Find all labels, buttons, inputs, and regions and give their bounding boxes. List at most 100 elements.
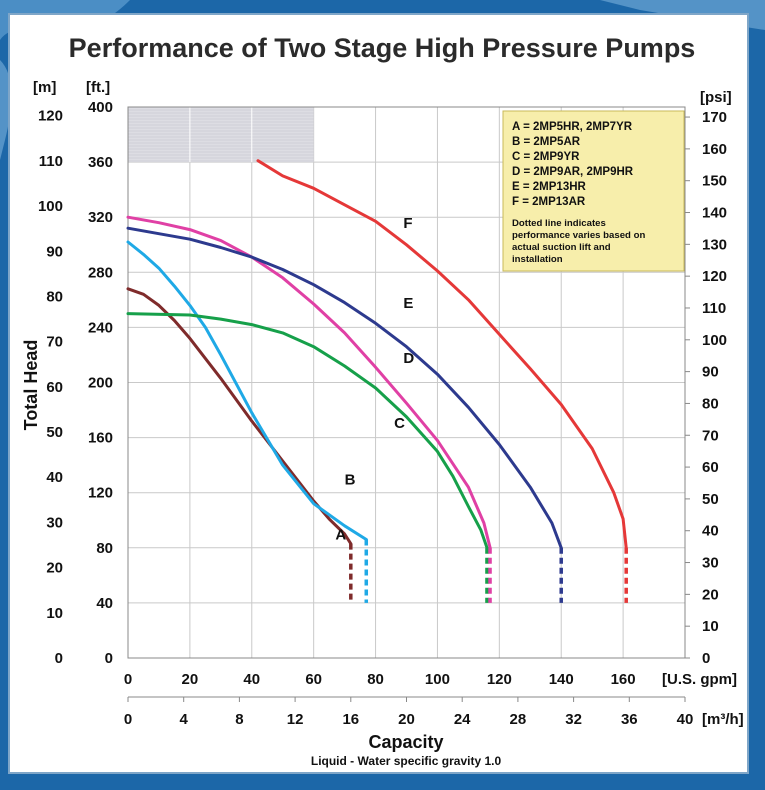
ft-tick-label: 160	[88, 430, 113, 447]
ft-tick-label: 200	[88, 375, 113, 392]
legend-entry: B = 2MP5AR	[512, 136, 581, 148]
curves: A B C D E F	[126, 159, 628, 603]
ft-tick-label: 280	[88, 264, 113, 281]
ft-axis-ticks: 0 40 80 120 160 200 240 280 320 360 400	[88, 99, 113, 667]
legend-note: Dotted line indicates	[512, 218, 606, 229]
gpm-tick-label: 120	[487, 671, 512, 688]
m-tick-label: 110	[39, 153, 63, 170]
psi-tick-label: 120	[702, 268, 727, 285]
ft-tick-label: 360	[88, 154, 113, 171]
chart-subtitle: Liquid - Water specific gravity 1.0	[311, 754, 502, 768]
m3h-tick-label: 0	[124, 711, 132, 728]
legend-note: actual suction lift and	[512, 242, 611, 253]
gpm-tick-label: 80	[367, 671, 384, 688]
m-tick-label: 0	[55, 650, 63, 667]
psi-unit-label: [psi]	[700, 89, 732, 106]
m-tick-label: 60	[46, 379, 63, 396]
ft-tick-label: 400	[88, 99, 113, 116]
y-axis-label: Total Head	[21, 340, 41, 431]
m3h-tick-label: 32	[565, 711, 582, 728]
m3h-tick-label: 28	[510, 711, 527, 728]
psi-tick-label: 140	[702, 205, 727, 222]
gpm-tick-label: 140	[549, 671, 574, 688]
m-tick-label: 20	[46, 560, 63, 577]
gpm-tick-label: 0	[124, 671, 132, 688]
m3h-tick-label: 8	[235, 711, 243, 728]
ft-unit-label: [ft.]	[86, 79, 110, 96]
psi-tick-label: 10	[702, 618, 719, 635]
legend-entry: A = 2MP5HR, 2MP7YR	[512, 121, 633, 133]
psi-tick-label: 60	[702, 459, 719, 476]
legend: A = 2MP5HR, 2MP7YR B = 2MP5AR C = 2MP9YR…	[512, 121, 645, 265]
m-tick-label: 100	[38, 198, 63, 215]
legend-entry: E = 2MP13HR	[512, 181, 587, 193]
gpm-tick-label: 20	[182, 671, 199, 688]
curve-label-E: E	[403, 295, 413, 312]
m-tick-label: 70	[46, 334, 63, 351]
curve-F	[256, 159, 628, 550]
m3h-unit-label: [m³/h]	[702, 711, 744, 728]
curve-label-B: B	[345, 471, 356, 488]
psi-tick-label: 0	[702, 650, 710, 667]
curve-label-D: D	[403, 350, 414, 367]
m3h-axis-ticks: 0 4 8 12 16 20 24 28 32 36 40	[124, 697, 693, 728]
gpm-tick-label: 100	[425, 671, 450, 688]
m-tick-label: 90	[46, 243, 63, 260]
ft-tick-label: 120	[88, 485, 113, 502]
m-tick-label: 120	[38, 108, 63, 125]
m-tick-label: 10	[46, 605, 63, 622]
ft-tick-label: 40	[96, 595, 113, 612]
psi-tick-label: 130	[702, 236, 727, 253]
x-axis-label: Capacity	[368, 732, 443, 752]
legend-entry: D = 2MP9AR, 2MP9HR	[512, 166, 634, 178]
curve-C	[126, 312, 489, 550]
m3h-tick-label: 12	[287, 711, 304, 728]
psi-tick-label: 100	[702, 332, 727, 349]
m3h-tick-label: 24	[454, 711, 471, 728]
m-tick-label: 40	[46, 469, 63, 486]
shaded-area	[128, 107, 314, 163]
psi-tick-label: 70	[702, 427, 719, 444]
psi-tick-label: 170	[702, 109, 727, 126]
chart-title: Performance of Two Stage High Pressure P…	[69, 33, 696, 63]
psi-tick-label: 30	[702, 555, 719, 572]
psi-tick-label: 110	[702, 300, 726, 317]
psi-tick-label: 150	[702, 173, 727, 190]
psi-tick-label: 40	[702, 523, 719, 540]
psi-tick-label: 80	[702, 395, 719, 412]
plot-frame	[127, 106, 686, 659]
shaded-region	[128, 107, 314, 163]
legend-box	[502, 110, 685, 272]
psi-tick-label: 50	[702, 491, 719, 508]
psi-axis-ticks: 0 10 20 30 40 50 60 70 80 90 100 110 120 130 140 150 160…	[685, 109, 727, 667]
legend-entry: C = 2MP9YR	[512, 151, 580, 163]
ft-tick-label: 80	[96, 540, 113, 557]
grid	[128, 107, 685, 658]
legend-note: installation	[512, 254, 563, 265]
curve-B	[126, 240, 368, 541]
curve-label-C: C	[394, 415, 405, 432]
m3h-tick-label: 20	[398, 711, 415, 728]
gpm-tick-label: 160	[611, 671, 636, 688]
curve-A	[126, 287, 353, 546]
ft-tick-label: 320	[88, 209, 113, 226]
m-tick-label: 30	[46, 514, 63, 531]
gpm-tick-label: 60	[305, 671, 322, 688]
m-tick-label: 80	[46, 288, 63, 305]
curve-label-F: F	[403, 215, 412, 232]
curve-E	[126, 226, 563, 550]
m-axis-ticks: 0 10 20 30 40 50 60 70 80 90 100 110 120	[38, 108, 63, 667]
gpm-tick-label: 40	[243, 671, 260, 688]
ft-tick-label: 0	[105, 650, 113, 667]
gpm-unit-label: [U.S. gpm]	[662, 671, 737, 688]
curve-label-A: A	[335, 527, 346, 544]
psi-tick-label: 90	[702, 364, 719, 381]
psi-tick-label: 160	[702, 141, 727, 158]
legend-entry: F = 2MP13AR	[512, 196, 586, 208]
psi-tick-label: 20	[702, 586, 719, 603]
m3h-tick-label: 36	[621, 711, 638, 728]
ft-tick-label: 240	[88, 319, 113, 336]
gpm-axis-ticks: 0 20 40 60 80 100 120 140 160	[124, 671, 636, 688]
legend-note: performance varies based on	[512, 230, 645, 241]
